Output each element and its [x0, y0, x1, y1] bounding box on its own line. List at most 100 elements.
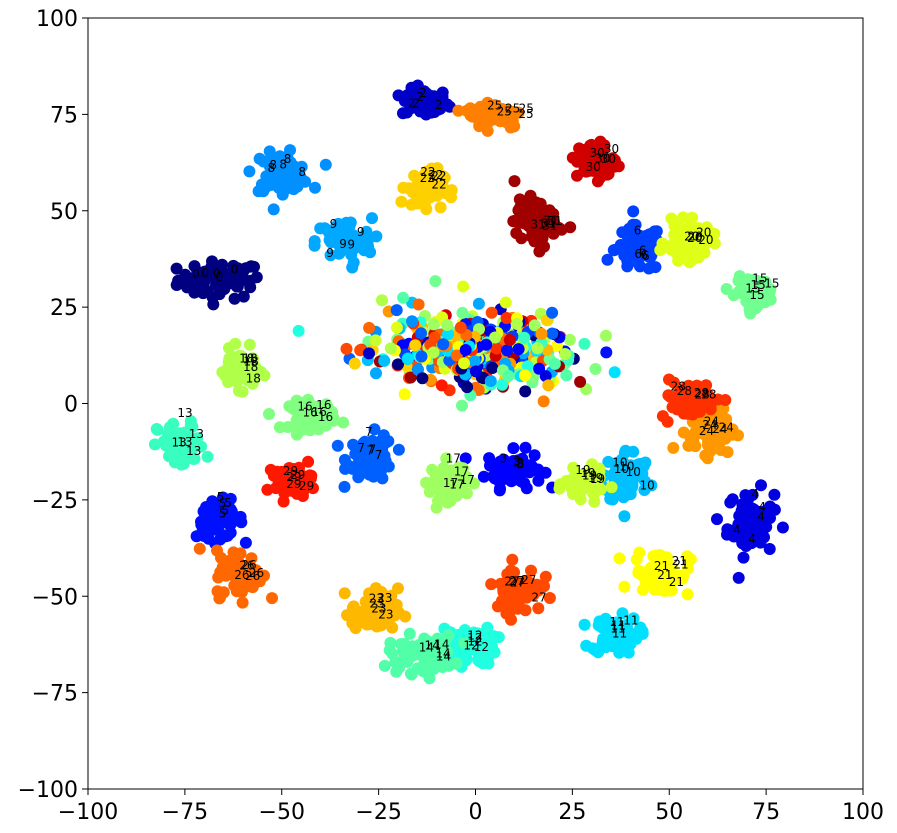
point-class-7: [415, 350, 428, 363]
point-class-29: [288, 474, 301, 487]
point-label-12: 12: [467, 635, 482, 649]
point-class-30: [608, 154, 621, 167]
point-class-27: [508, 566, 520, 579]
point-label-28: 28: [694, 386, 709, 400]
point-label-5: 5: [219, 506, 227, 520]
point-class-17: [427, 318, 440, 331]
point-class-11: [624, 637, 637, 650]
point-label-24: 24: [712, 422, 727, 436]
point-class-3: [477, 470, 490, 483]
point-class-5: [219, 530, 232, 543]
point-label-28: 28: [677, 384, 692, 398]
point-class-17: [432, 494, 444, 507]
point-class-18: [236, 385, 249, 398]
point-class-13: [187, 453, 200, 465]
point-class-22: [419, 189, 431, 202]
point-label-14: 14: [435, 647, 450, 661]
point-class-6: [634, 230, 647, 243]
point-label-4: 4: [733, 523, 741, 537]
point-class-29: [302, 455, 315, 468]
point-class-16: [286, 402, 299, 415]
point-class-16: [316, 415, 329, 428]
point-class-27: [503, 606, 516, 619]
point-class-12: [481, 621, 494, 634]
point-class-3: [507, 442, 520, 455]
point-class-6: [601, 253, 614, 266]
point-class-20: [683, 221, 696, 234]
point-class-26: [233, 559, 246, 572]
point-class-31: [525, 230, 538, 243]
point-class-31: [524, 212, 537, 225]
point-class-27: [485, 306, 498, 319]
point-class-11: [627, 612, 640, 625]
point-label-5: 5: [219, 497, 227, 511]
point-class-2: [424, 103, 437, 116]
point-class-21: [398, 388, 411, 401]
point-class-9: [484, 375, 497, 387]
point-label-15: 15: [752, 271, 767, 285]
point-class-29: [296, 482, 309, 495]
point-class-0: [461, 381, 474, 394]
point-label-3: 3: [500, 452, 508, 466]
point-class-25: [491, 109, 503, 122]
point-class-3: [480, 338, 493, 351]
point-label-9: 9: [326, 246, 334, 260]
point-class-20: [458, 357, 470, 370]
point-class-31: [545, 216, 558, 229]
point-class-0: [170, 262, 183, 275]
point-class-11: [616, 607, 629, 620]
data-points: [148, 79, 789, 685]
point-class-24: [667, 441, 680, 454]
point-class-6: [614, 239, 627, 251]
point-class-22: [406, 186, 419, 199]
x-tick-label: 25: [558, 800, 586, 825]
point-label-14: 14: [419, 641, 434, 655]
point-class-24: [535, 327, 548, 340]
point-class-3: [512, 343, 525, 356]
point-label-20: 20: [687, 231, 702, 245]
point-label-17: 17: [443, 476, 458, 490]
point-class-7: [354, 464, 367, 477]
point-label-16: 16: [303, 405, 318, 419]
point-class-24: [712, 417, 725, 430]
point-class-17: [600, 329, 612, 342]
point-class-27: [506, 553, 519, 566]
point-class-4: [721, 523, 734, 536]
point-label-21: 21: [672, 554, 687, 568]
point-class-27: [525, 577, 538, 590]
point-class-27: [340, 342, 353, 355]
point-label-21: 21: [657, 568, 672, 582]
point-label-2: 2: [419, 86, 427, 100]
point-class-6: [649, 261, 662, 274]
point-class-17: [441, 319, 454, 331]
point-label-3: 3: [517, 457, 525, 471]
point-class-11: [402, 352, 414, 365]
point-label-13: 13: [172, 436, 187, 450]
point-label-29: 29: [290, 468, 305, 482]
point-label-12: 12: [474, 640, 489, 654]
point-class-4: [768, 488, 781, 501]
point-class-3: [493, 484, 506, 497]
point-label-23: 23: [371, 602, 386, 616]
point-label-4: 4: [751, 487, 759, 501]
point-class-27: [538, 580, 550, 593]
point-class-14: [430, 639, 443, 652]
point-class-24: [701, 452, 714, 465]
point-class-0: [486, 362, 499, 374]
point-class-3: [533, 362, 546, 375]
point-class-13: [150, 423, 163, 435]
point-class-27: [497, 581, 510, 594]
point-class-12: [496, 378, 509, 391]
point-label-5: 5: [217, 490, 225, 504]
point-class-6: [621, 260, 634, 273]
point-class-18: [531, 342, 544, 355]
point-label-16: 16: [316, 398, 331, 412]
y-tick-label: 0: [64, 393, 78, 418]
point-label-29: 29: [286, 470, 301, 484]
point-class-7: [342, 459, 355, 472]
point-class-13: [518, 331, 531, 344]
point-class-19: [369, 334, 382, 347]
point-label-0: 0: [231, 262, 239, 276]
point-label-0: 0: [213, 266, 221, 280]
point-class-20: [671, 236, 683, 249]
